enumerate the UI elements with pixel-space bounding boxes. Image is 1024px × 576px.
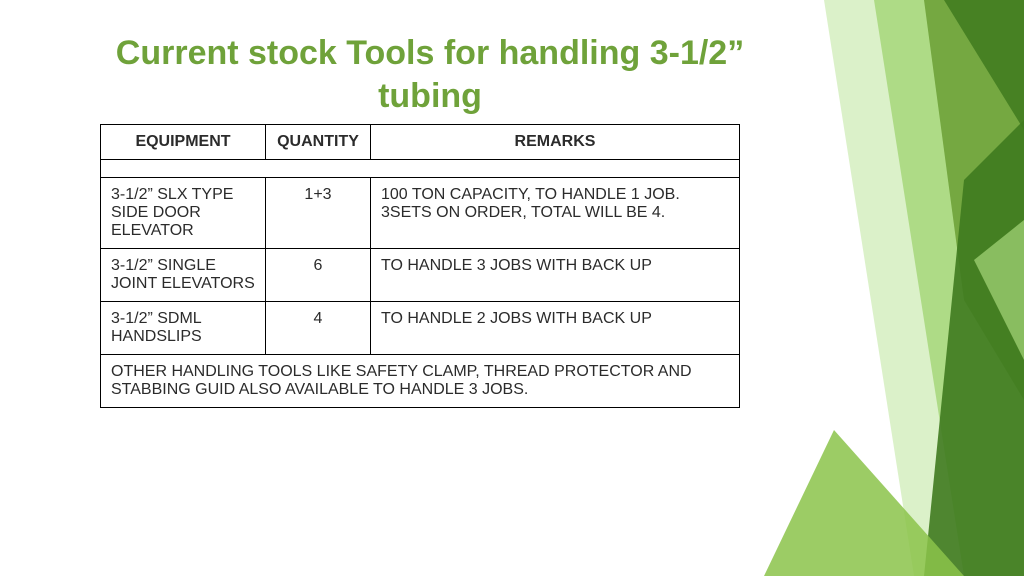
cell-equipment: 3-1/2” SINGLE JOINT ELEVATORS <box>101 249 266 302</box>
cell-quantity: 6 <box>266 249 371 302</box>
equipment-table-wrap: EQUIPMENT QUANTITY REMARKS 3-1/2” SLX TY… <box>100 124 740 408</box>
spacer-cell <box>101 160 740 178</box>
cell-quantity: 4 <box>266 302 371 355</box>
cell-remarks: 100 TON CAPACITY, TO HANDLE 1 JOB. 3SETS… <box>371 178 740 249</box>
cell-quantity: 1+3 <box>266 178 371 249</box>
slide: Current stock Tools for handling 3-1/2” … <box>0 0 1024 576</box>
equipment-table: EQUIPMENT QUANTITY REMARKS 3-1/2” SLX TY… <box>100 124 740 408</box>
table-footnote-row: OTHER HANDLING TOOLS LIKE SAFETY CLAMP, … <box>101 355 740 408</box>
col-equipment: EQUIPMENT <box>101 125 266 160</box>
table-header-row: EQUIPMENT QUANTITY REMARKS <box>101 125 740 160</box>
slide-title: Current stock Tools for handling 3-1/2” … <box>80 32 780 117</box>
cell-equipment: 3-1/2” SDML HANDSLIPS <box>101 302 266 355</box>
col-remarks: REMARKS <box>371 125 740 160</box>
decorative-facets <box>764 0 1024 576</box>
cell-equipment: 3-1/2” SLX TYPE SIDE DOOR ELEVATOR <box>101 178 266 249</box>
cell-remarks: TO HANDLE 2 JOBS WITH BACK UP <box>371 302 740 355</box>
table-row: 3-1/2” SDML HANDSLIPS 4 TO HANDLE 2 JOBS… <box>101 302 740 355</box>
col-quantity: QUANTITY <box>266 125 371 160</box>
table-row: 3-1/2” SINGLE JOINT ELEVATORS 6 TO HANDL… <box>101 249 740 302</box>
table-row: 3-1/2” SLX TYPE SIDE DOOR ELEVATOR 1+3 1… <box>101 178 740 249</box>
footnote-cell: OTHER HANDLING TOOLS LIKE SAFETY CLAMP, … <box>101 355 740 408</box>
table-spacer-row <box>101 160 740 178</box>
cell-remarks: TO HANDLE 3 JOBS WITH BACK UP <box>371 249 740 302</box>
